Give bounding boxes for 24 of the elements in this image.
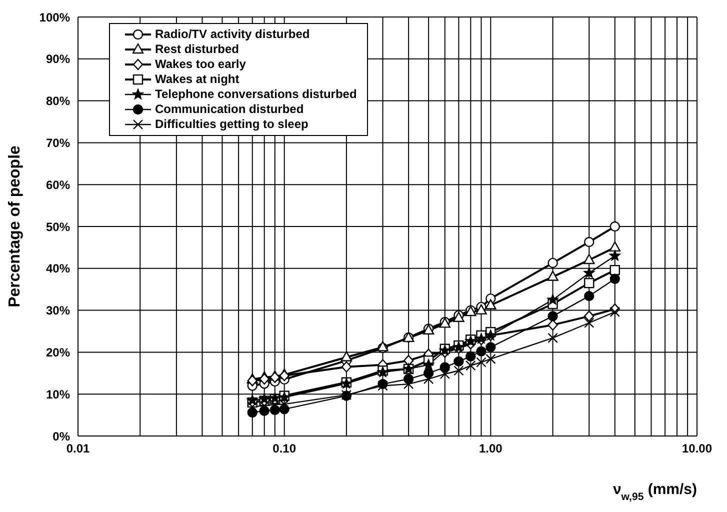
y-tick-label: 30% bbox=[46, 304, 70, 318]
legend-label: Wakes at night bbox=[155, 72, 240, 87]
y-tick-label: 70% bbox=[46, 136, 70, 150]
x-tick-label: 1.00 bbox=[478, 442, 503, 456]
legend-label: Rest disturbed bbox=[155, 42, 240, 57]
y-axis-title: Percentage of people bbox=[6, 145, 24, 308]
x-tick-label: 0.01 bbox=[66, 442, 90, 456]
y-tick-label: 90% bbox=[46, 52, 70, 66]
y-tick-label: 50% bbox=[46, 220, 70, 234]
y-tick-label: 40% bbox=[46, 262, 70, 276]
legend-label: Wakes too early bbox=[155, 57, 246, 72]
x-tick-label: 0.10 bbox=[272, 442, 296, 456]
legend-label: Radio/TV activity disturbed bbox=[155, 27, 310, 42]
x-axis-title: ν$_{w,95}$ (mm/s) bbox=[612, 481, 698, 503]
y-tick-label: 20% bbox=[46, 345, 70, 360]
x-tick-label: 10.00 bbox=[682, 442, 712, 456]
y-tick-label: 10% bbox=[46, 387, 70, 402]
legend-label: Telephone conversations disturbed bbox=[155, 87, 357, 102]
y-tick-label: 80% bbox=[46, 94, 70, 108]
y-tick-label: 60% bbox=[46, 178, 70, 192]
legend-label: Communication disturbed bbox=[155, 102, 304, 117]
y-tick-label: 0% bbox=[52, 429, 70, 444]
legend-label: Difficulties getting to sleep bbox=[155, 117, 308, 132]
y-tick-label: 100% bbox=[39, 10, 70, 24]
